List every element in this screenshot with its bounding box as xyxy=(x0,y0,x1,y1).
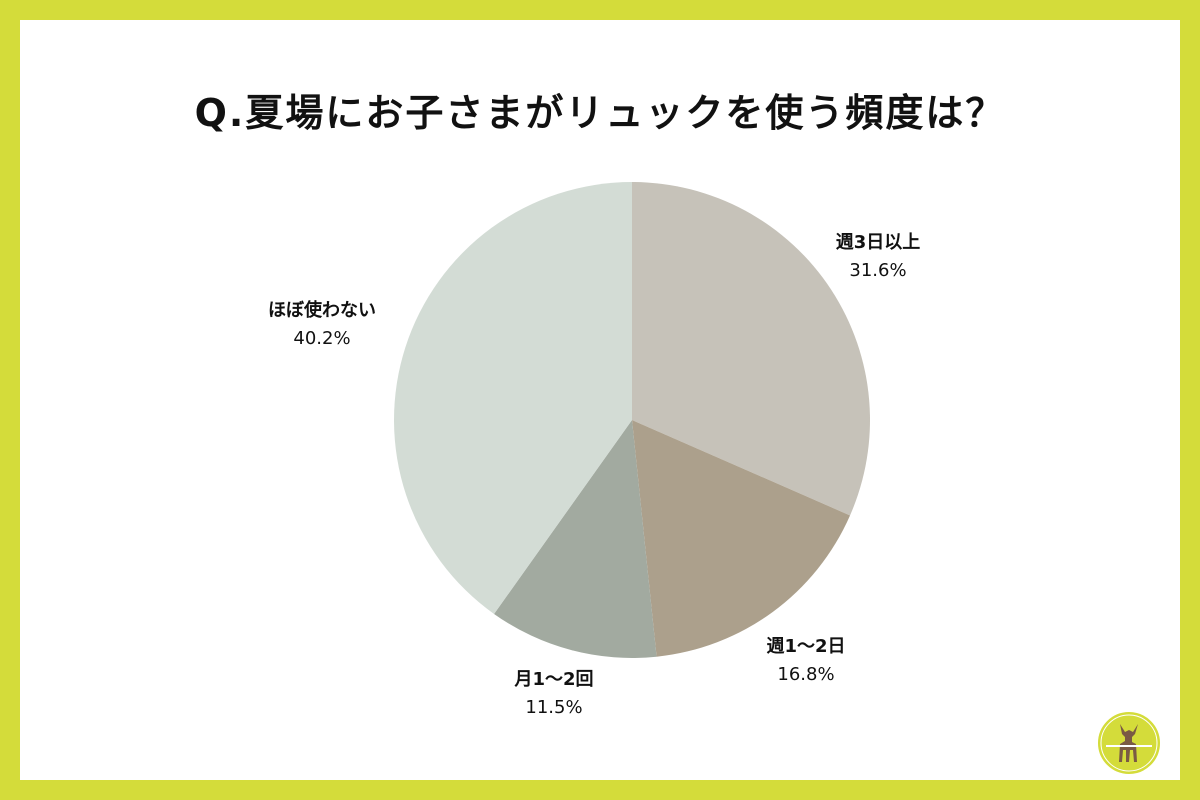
slice-weekly-1-2 xyxy=(632,420,851,657)
slice-weekly-3plus xyxy=(632,182,871,516)
slice-weekly-3plus-label: 週3日以上 xyxy=(836,232,921,253)
slice-rarely-label: ほぼ使わない xyxy=(268,300,376,321)
slice-rarely-value: 40.2% xyxy=(293,328,350,349)
deer-logo-icon xyxy=(1096,710,1162,776)
slice-rarely xyxy=(394,182,632,614)
slice-monthly-1-2-label: 月1～2回 xyxy=(513,669,593,690)
slice-weekly-1-2-label: 週1～2日 xyxy=(766,636,845,657)
pie-slices xyxy=(394,182,871,658)
pie-labels: 週3日以上 31.6% 週1～2日 16.8% 月1～2回 11.5% ほぼ使わない 40.2… xyxy=(268,232,920,718)
slice-monthly-1-2-value: 11.5% xyxy=(525,697,582,718)
chart-title: Q.夏場にお子さまがリュックを使う頻度は？ xyxy=(194,91,1006,135)
slice-weekly-1-2-value: 16.8% xyxy=(777,664,834,685)
slice-weekly-3plus-value: 31.6% xyxy=(849,260,906,281)
slice-monthly-1-2 xyxy=(494,420,657,658)
